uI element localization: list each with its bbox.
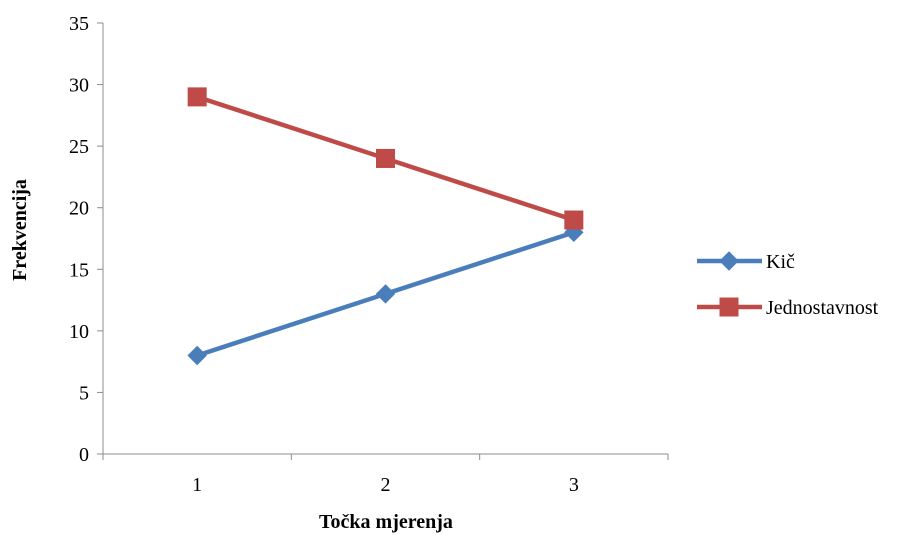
legend-label: Jednostavnost bbox=[766, 297, 879, 319]
legend-entry: Jednostavnost bbox=[697, 297, 879, 319]
legend-label: Kič bbox=[766, 251, 795, 273]
series-layer bbox=[187, 87, 584, 366]
legend-entry: Kič bbox=[697, 251, 795, 273]
data-point bbox=[376, 148, 395, 168]
series-2 bbox=[187, 87, 584, 230]
x-tick-label: 3 bbox=[569, 474, 579, 496]
y-tick-label: 10 bbox=[69, 321, 89, 343]
y-tick-label: 35 bbox=[69, 13, 89, 35]
y-axis-title: Frekvencija bbox=[9, 179, 31, 281]
y-tick-label: 30 bbox=[69, 75, 89, 97]
data-point bbox=[187, 87, 207, 107]
x-tick-label: 2 bbox=[381, 474, 391, 496]
y-tick-label: 5 bbox=[79, 382, 89, 404]
axes: 0 5 10 15 20 25 30 35 1 2 3 bbox=[69, 13, 669, 496]
series-1 bbox=[187, 222, 584, 366]
data-point bbox=[187, 345, 207, 366]
y-tick-label: 15 bbox=[69, 259, 89, 281]
x-axis-title: Točka mjerenja bbox=[319, 511, 453, 533]
x-tick-label: 1 bbox=[192, 474, 202, 496]
legend: Kič Jednostavnost bbox=[697, 251, 879, 319]
y-tick-label: 20 bbox=[69, 198, 89, 220]
legend-marker bbox=[719, 297, 739, 317]
data-point bbox=[564, 210, 584, 230]
y-tick-label: 0 bbox=[79, 444, 89, 466]
legend-marker bbox=[719, 251, 739, 271]
y-tick-label: 25 bbox=[69, 136, 89, 158]
data-point bbox=[375, 284, 396, 304]
